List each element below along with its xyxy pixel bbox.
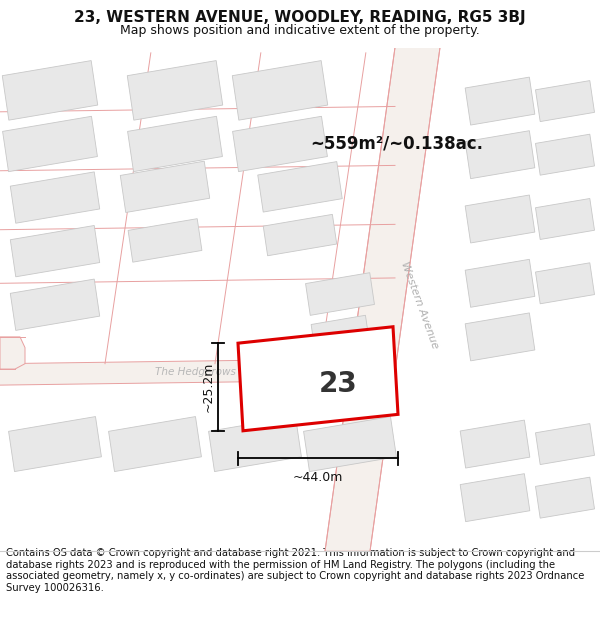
Polygon shape <box>0 358 395 385</box>
Polygon shape <box>535 262 595 304</box>
Text: Map shows position and indicative extent of the property.: Map shows position and indicative extent… <box>120 24 480 37</box>
Polygon shape <box>263 214 337 256</box>
Polygon shape <box>232 61 328 120</box>
Polygon shape <box>311 315 369 348</box>
Polygon shape <box>10 279 100 331</box>
Polygon shape <box>8 417 101 471</box>
Polygon shape <box>465 131 535 179</box>
Text: ~44.0m: ~44.0m <box>293 471 343 484</box>
Polygon shape <box>127 61 223 120</box>
Polygon shape <box>535 81 595 122</box>
Text: ~559m²/~0.138ac.: ~559m²/~0.138ac. <box>310 135 483 153</box>
Polygon shape <box>0 337 25 369</box>
Polygon shape <box>233 116 328 172</box>
Polygon shape <box>465 259 535 308</box>
Polygon shape <box>305 272 374 316</box>
Polygon shape <box>535 134 595 175</box>
Text: Contains OS data © Crown copyright and database right 2021. This information is : Contains OS data © Crown copyright and d… <box>6 548 584 593</box>
Polygon shape <box>120 161 210 212</box>
Text: ~25.2m: ~25.2m <box>202 362 215 412</box>
Text: The Hedgerows: The Hedgerows <box>155 368 235 378</box>
Polygon shape <box>258 162 342 212</box>
Polygon shape <box>465 195 535 243</box>
Polygon shape <box>2 61 98 120</box>
Polygon shape <box>535 477 595 518</box>
Polygon shape <box>460 474 530 522</box>
Polygon shape <box>10 226 100 277</box>
Polygon shape <box>209 417 301 471</box>
Polygon shape <box>535 199 595 239</box>
Polygon shape <box>465 313 535 361</box>
Text: 23: 23 <box>319 370 358 398</box>
Polygon shape <box>238 327 398 431</box>
Polygon shape <box>10 172 100 223</box>
Polygon shape <box>325 48 440 551</box>
Polygon shape <box>128 116 223 172</box>
Polygon shape <box>465 77 535 125</box>
Polygon shape <box>460 420 530 468</box>
Polygon shape <box>304 417 397 471</box>
Polygon shape <box>2 116 97 172</box>
Polygon shape <box>535 424 595 464</box>
Text: Western Avenue: Western Avenue <box>400 260 440 349</box>
Polygon shape <box>128 219 202 262</box>
Text: 23, WESTERN AVENUE, WOODLEY, READING, RG5 3BJ: 23, WESTERN AVENUE, WOODLEY, READING, RG… <box>74 11 526 26</box>
Polygon shape <box>109 417 202 471</box>
